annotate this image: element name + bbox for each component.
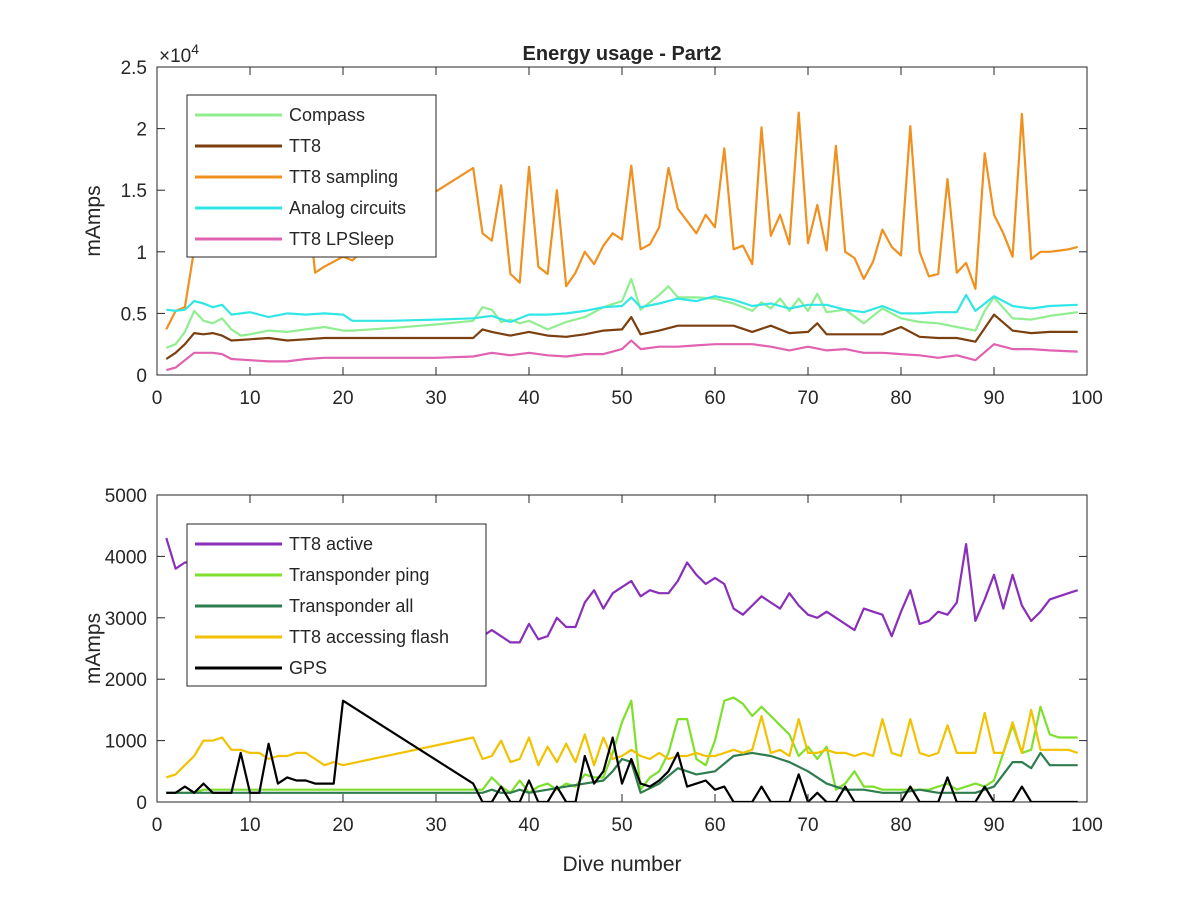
series-line-tt8-lpsleep <box>166 339 1078 372</box>
series-line-tt8-active <box>165 537 1079 644</box>
y-tick-label: 0.5 <box>121 304 147 325</box>
y-tick-label: 0 <box>136 793 147 814</box>
x-tick-label: 30 <box>425 388 446 409</box>
legend-label: Analog circuits <box>289 198 406 218</box>
series-group <box>165 537 1079 802</box>
y-tick-label: 2000 <box>105 670 147 691</box>
x-tick-label: 80 <box>890 815 911 836</box>
legend-label: TT8 sampling <box>289 167 398 187</box>
series-line-gps <box>166 699 1078 802</box>
x-tick-label: 70 <box>797 815 818 836</box>
x-tick-label: 80 <box>890 388 911 409</box>
y-tick-label: 1000 <box>105 732 147 753</box>
series-line-tt8 <box>165 313 1078 360</box>
y-tick-label: 1 <box>136 243 147 264</box>
legend-label: TT8 LPSleep <box>289 229 394 249</box>
x-tick-label: 60 <box>704 815 725 836</box>
x-tick-label: 40 <box>518 388 539 409</box>
legend: TT8 active Transponder ping Transponder al… <box>186 523 487 687</box>
y-exponent-label: ×104 <box>159 41 199 67</box>
y-tick-label: 0 <box>136 366 147 387</box>
legend-label: GPS <box>289 658 327 678</box>
legend-label: TT8 accessing flash <box>289 627 449 647</box>
x-tick-label: 20 <box>332 815 353 836</box>
legend-label: Transponder ping <box>289 565 429 585</box>
x-tick-label: 90 <box>983 388 1004 409</box>
series-line-analog-circuits <box>166 293 1078 324</box>
x-tick-label: 100 <box>1071 815 1103 836</box>
series-line-compass <box>165 277 1078 349</box>
y-axis-label: mAmps <box>82 185 105 256</box>
x-tick-label: 100 <box>1071 388 1103 409</box>
x-tick-label: 50 <box>611 388 632 409</box>
series-line-tt8-accessing-flash <box>165 708 1079 779</box>
series-line-transponder-all <box>166 751 1078 794</box>
series-line-tt8-sampling <box>165 111 1078 330</box>
y-tick-label: 2.5 <box>121 58 147 79</box>
y-exponent-power: 4 <box>191 41 199 57</box>
legend-label: TT8 active <box>289 534 373 554</box>
x-tick-label: 20 <box>332 388 353 409</box>
legend-label: Compass <box>289 105 365 125</box>
x-axis-label: Dive number <box>562 853 681 876</box>
x-tick-label: 90 <box>983 815 1004 836</box>
y-tick-label: 3000 <box>105 609 147 630</box>
x-tick-label: 0 <box>152 388 163 409</box>
x-tick-label: 0 <box>152 815 163 836</box>
x-tick-label: 30 <box>425 815 446 836</box>
y-tick-label: 1.5 <box>121 181 147 202</box>
y-tick-label: 4000 <box>105 547 147 568</box>
y-axis-label: mAmps <box>82 613 105 684</box>
y-tick-label: 5000 <box>105 486 147 507</box>
series-line-transponder-ping <box>166 696 1078 794</box>
chart-1: 0 10 20 30 40 50 60 70 80 90 100 0 0.5 1 1.5 2 2.5 ×104 En… <box>82 41 1103 409</box>
legend-label: Transponder all <box>289 596 413 616</box>
y-tick-label: 2 <box>136 120 147 141</box>
x-tick-label: 10 <box>239 388 260 409</box>
legend: Compass TT8 TT8 sampling Analog circuits TT8… <box>186 94 437 258</box>
chart-2: 0 10 20 30 40 50 60 70 80 90 100010002000300040005… <box>82 486 1103 876</box>
x-tick-label: 10 <box>239 815 260 836</box>
x-tick-label: 50 <box>611 815 632 836</box>
x-tick-label: 40 <box>518 815 539 836</box>
chart-title: Energy usage - Part2 <box>523 43 722 65</box>
x-tick-label: 60 <box>704 388 725 409</box>
x-tick-label: 70 <box>797 388 818 409</box>
legend-label: TT8 <box>289 136 321 156</box>
series-group <box>165 111 1078 372</box>
